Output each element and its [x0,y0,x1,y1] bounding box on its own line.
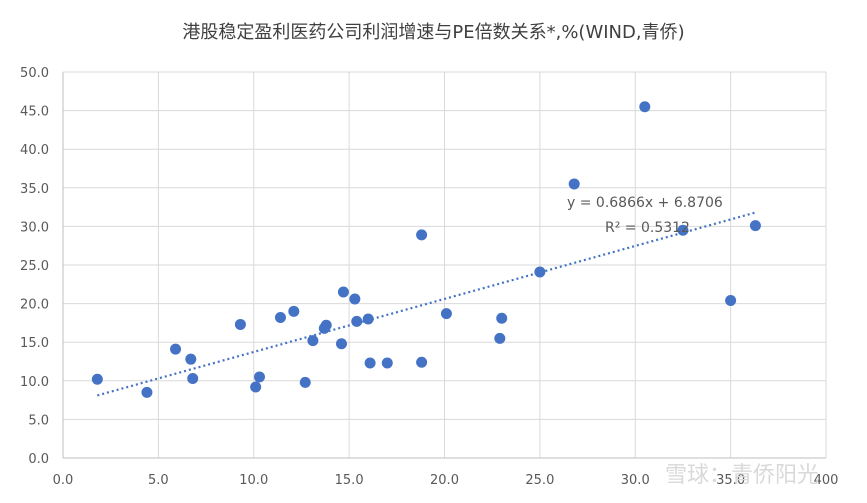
data-point [639,101,651,113]
data-point [362,313,374,325]
data-point [141,386,153,398]
data-point [496,312,508,324]
data-point [725,295,737,307]
trendline-equation: y = 0.6866x + 6.8706 [567,195,723,211]
data-point [274,311,286,323]
data-point [534,266,546,278]
y-tick-label: 35.0 [20,182,49,197]
x-tick-label: 25.0 [525,473,554,488]
data-point [416,229,428,241]
data-point [381,357,393,369]
trendline-group [97,211,756,397]
data-point [677,224,689,236]
data-point [440,308,452,320]
data-point [91,373,103,385]
data-point [320,319,332,331]
x-tick-label: 400 [814,473,839,488]
y-tick-label: 5.0 [28,413,49,428]
x-tick-label: 5.0 [148,473,169,488]
y-tick-label: 40.0 [20,143,49,158]
data-point [494,332,506,344]
data-point [187,372,199,384]
data-point [337,286,349,298]
y-tick-label: 50.0 [20,66,49,81]
data-point [416,356,428,368]
data-point [299,376,311,388]
data-point [288,305,300,317]
axes [62,72,826,459]
chart-title: 港股稳定盈利医药公司利润增速与PE倍数关系*,%(WIND,青侨) [182,22,684,43]
data-point [749,220,761,232]
data-point [364,357,376,369]
y-tick-label: 15.0 [20,336,49,351]
watermark-text: 雪球：青侨阳光 [665,463,819,488]
y-tick-label: 0.0 [28,452,49,467]
trendline [97,211,756,397]
y-tick-label: 30.0 [20,220,49,235]
x-tick-label: 15.0 [335,473,364,488]
x-tick-label: 0.0 [53,473,74,488]
y-tick-label: 20.0 [20,298,49,313]
tick-labels: 0.0 5.0 10.0 15.0 20.0 25.0 30.0 35.0 400 0.0 5.0 1… [20,66,838,488]
data-point [335,338,347,350]
data-point [349,293,361,305]
x-tick-label: 30.0 [621,473,650,488]
x-tick-label: 35.0 [716,473,745,488]
grid-lines [63,71,827,458]
trendline-r-squared: R² = 0.5312 [605,220,690,236]
y-tick-label: 45.0 [20,105,49,120]
x-tick-label: 20.0 [430,473,459,488]
data-point [250,381,262,393]
data-point [307,335,319,347]
y-tick-label: 25.0 [20,259,49,274]
data-point [253,371,265,383]
y-tick-label: 10.0 [20,375,49,390]
data-point [351,315,363,327]
data-point [568,178,580,190]
x-tick-label: 10.0 [239,473,268,488]
data-points [91,101,761,398]
data-point [185,353,197,365]
data-point [170,343,182,355]
data-point [234,318,246,330]
